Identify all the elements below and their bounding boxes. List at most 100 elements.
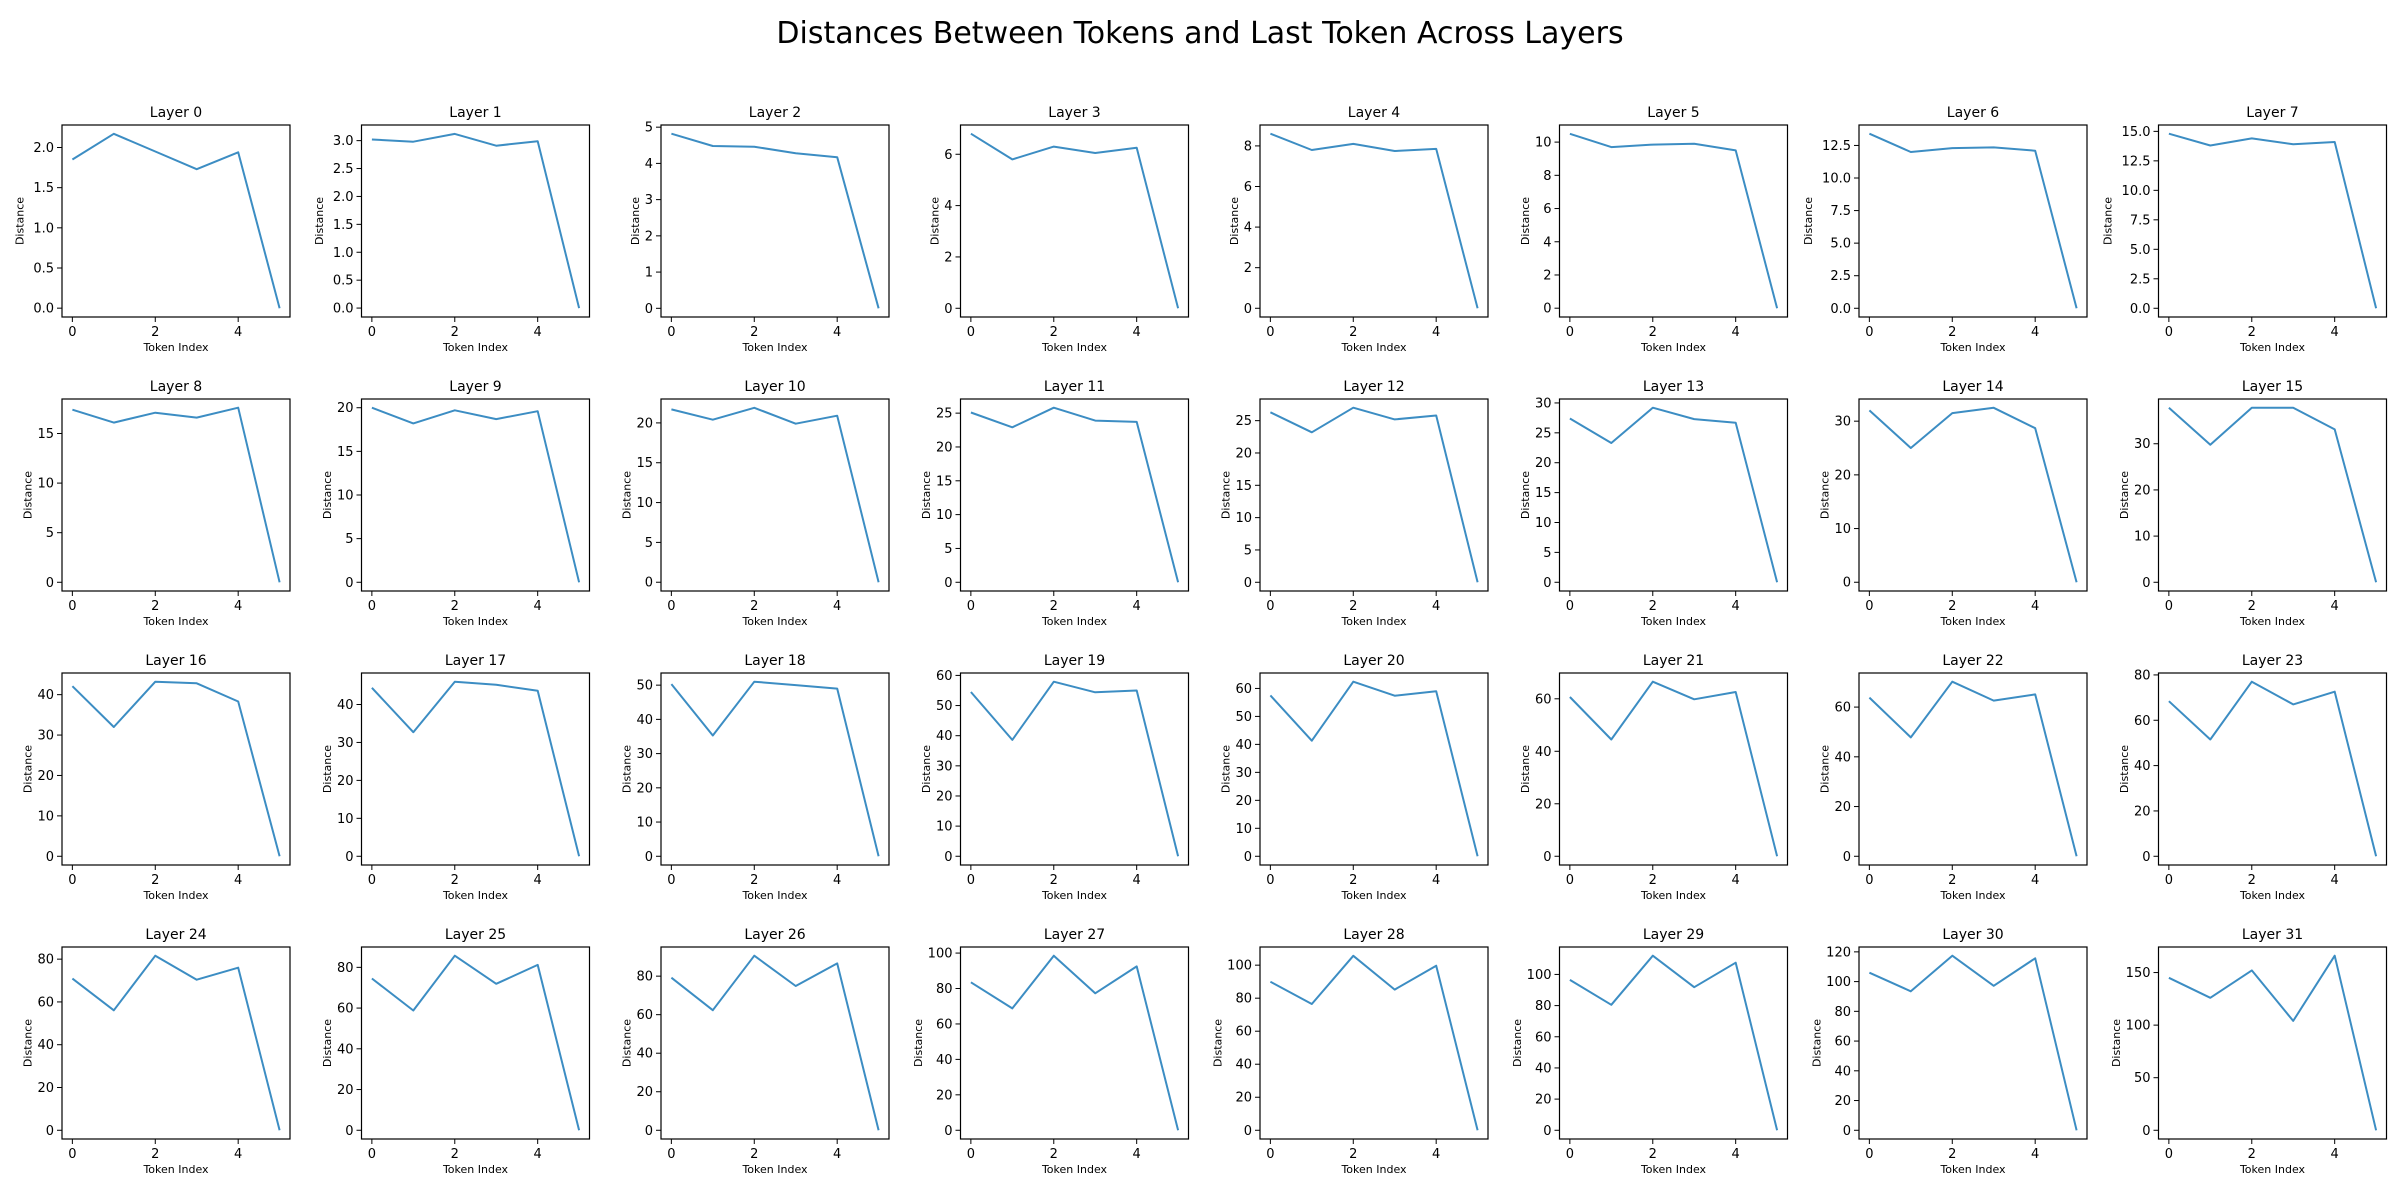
data-point xyxy=(454,133,456,135)
data-point xyxy=(1951,955,1953,957)
data-point xyxy=(712,419,714,421)
y-axis-label: Distance xyxy=(928,197,941,245)
subplot-title: Layer 23 xyxy=(2242,653,2303,669)
x-tick-label: 4 xyxy=(1133,1147,1141,1162)
y-tick-label: 20 xyxy=(337,401,354,416)
data-point xyxy=(2168,133,2170,135)
y-tick-label: 4 xyxy=(645,157,653,172)
data-point xyxy=(279,1129,281,1131)
subplot-title: Layer 26 xyxy=(744,927,805,943)
x-tick-label: 4 xyxy=(534,325,542,340)
y-tick-label: 20 xyxy=(1834,468,1851,483)
x-tick-label: 0 xyxy=(368,599,376,614)
axes-frame xyxy=(1858,124,2088,318)
series-line xyxy=(71,132,281,309)
x-tick-label: 0 xyxy=(667,873,675,888)
y-tick-label: 20 xyxy=(337,774,354,789)
y-axis-label: Distance xyxy=(1810,1019,1823,1067)
y-tick-label: 10 xyxy=(1535,136,1552,151)
data-point xyxy=(1868,697,1870,699)
y-axis-label: Distance xyxy=(920,471,933,519)
y-axis-label: Distance xyxy=(920,745,933,793)
data-point xyxy=(196,979,198,981)
series-line xyxy=(1868,132,2078,309)
y-tick-label: 80 xyxy=(636,970,653,985)
y-tick-label: 0 xyxy=(1543,302,1551,317)
data-point xyxy=(878,307,880,309)
data-point xyxy=(1435,148,1437,150)
y-tick-label: 60 xyxy=(337,1002,354,1017)
x-tick-label: 0 xyxy=(967,873,975,888)
axes-frame xyxy=(61,124,291,318)
y-tick-label: 40 xyxy=(337,698,354,713)
data-point xyxy=(1776,581,1778,583)
data-point xyxy=(1269,694,1271,696)
y-axis-label: Distance xyxy=(621,471,634,519)
x-tick-label: 2 xyxy=(451,1147,459,1162)
data-point xyxy=(154,681,156,683)
data-point xyxy=(537,140,539,142)
series-line xyxy=(1269,954,1479,1131)
y-tick-label: 15 xyxy=(337,445,354,460)
y-tick-label: 12.5 xyxy=(2122,154,2151,169)
y-tick-label: 2.0 xyxy=(33,141,54,156)
subplot-title: Layer 6 xyxy=(1947,105,1999,121)
data-point xyxy=(753,955,755,957)
data-point xyxy=(2292,143,2294,145)
y-tick-label: 50 xyxy=(936,699,953,714)
y-tick-label: 25 xyxy=(936,407,953,422)
y-tick-label: 20 xyxy=(1535,456,1552,471)
x-axis-label: Token Index xyxy=(1939,615,2006,628)
data-point xyxy=(1136,689,1138,691)
data-point xyxy=(1776,855,1778,857)
subplot-title: Layer 20 xyxy=(1343,653,1404,669)
series-line xyxy=(1269,406,1479,583)
data-point xyxy=(2251,407,2253,409)
data-point xyxy=(795,152,797,154)
y-tick-label: 20 xyxy=(2134,483,2151,498)
y-tick-label: 40 xyxy=(936,1053,953,1068)
axes-frame xyxy=(959,946,1190,1140)
x-axis-label: Token Index xyxy=(741,1163,808,1176)
x-axis-label: Token Index xyxy=(1041,889,1108,902)
data-point xyxy=(712,1009,714,1011)
data-point xyxy=(795,423,797,425)
y-tick-label: 8 xyxy=(1244,139,1252,154)
x-tick-label: 0 xyxy=(967,325,975,340)
data-point xyxy=(1652,955,1654,957)
data-point xyxy=(1652,681,1654,683)
x-axis-label: Token Index xyxy=(1640,1163,1707,1176)
data-point xyxy=(1136,147,1138,149)
y-tick-label: 60 xyxy=(2134,714,2151,729)
data-point xyxy=(2034,957,2036,959)
y-tick-label: 40 xyxy=(1535,1061,1552,1076)
y-tick-label: 2 xyxy=(944,250,952,265)
data-point xyxy=(1477,581,1479,583)
data-point xyxy=(1910,151,1912,153)
data-point xyxy=(1693,986,1695,988)
y-tick-label: 60 xyxy=(936,1017,953,1032)
data-point xyxy=(71,159,73,161)
y-tick-label: 0 xyxy=(645,1124,653,1139)
subplot-title: Layer 10 xyxy=(744,379,805,395)
data-point xyxy=(2209,739,2211,741)
data-point xyxy=(2076,581,2078,583)
y-tick-label: 100 xyxy=(1227,959,1252,974)
axes-frame xyxy=(1259,398,1489,592)
x-tick-label: 4 xyxy=(2331,873,2339,888)
y-tick-label: 60 xyxy=(636,1008,653,1023)
y-tick-label: 0 xyxy=(1244,302,1252,317)
axes-frame xyxy=(61,398,291,592)
data-point xyxy=(1177,581,1179,583)
data-point xyxy=(2375,581,2377,583)
y-tick-label: 40 xyxy=(37,688,54,703)
x-tick-label: 4 xyxy=(534,599,542,614)
y-tick-label: 10 xyxy=(636,816,653,831)
axes-frame xyxy=(2157,946,2388,1140)
y-tick-label: 40 xyxy=(936,729,953,744)
y-axis-label: Distance xyxy=(629,197,642,245)
data-point xyxy=(753,681,755,683)
x-tick-label: 2 xyxy=(151,325,159,340)
